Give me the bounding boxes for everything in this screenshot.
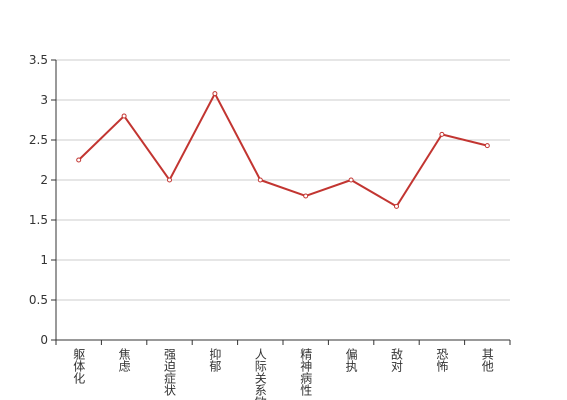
x-tick-label: 偏执 [344, 347, 358, 373]
x-tick-label: 强迫症状 [163, 348, 177, 396]
y-tick-label: 0 [40, 333, 48, 347]
data-point [484, 143, 490, 149]
y-tick-label: 3 [40, 93, 48, 107]
data-point [76, 157, 82, 163]
data-point [167, 177, 172, 183]
y-tick-label: 1.5 [29, 213, 48, 227]
x-tick-label: 敌对 [390, 347, 404, 372]
data-point [394, 203, 399, 209]
y-tick-label: 3.5 [29, 53, 48, 67]
y-tick-label: 1 [40, 253, 48, 267]
x-tick-label: 精神病性 [299, 348, 313, 397]
data-point [121, 113, 127, 119]
x-tick-label: 人际关系敏感 [253, 348, 267, 400]
data-point [348, 177, 354, 183]
data-point [257, 177, 263, 183]
series-line [78, 91, 488, 208]
x-tick-label: 抑郁 [208, 347, 222, 373]
data-point [212, 91, 218, 97]
data-point [303, 193, 309, 199]
x-tick-label: 恐怖 [435, 348, 449, 372]
data-point [439, 131, 445, 137]
y-tick-label: 2.5 [29, 133, 48, 147]
x-tick-label: 躯体化 [72, 347, 86, 385]
y-tick-label: 0.5 [29, 293, 48, 307]
x-tick-label: 焦虑 [117, 348, 131, 372]
y-tick-label: 2 [40, 173, 48, 187]
x-tick-label: 其他 [480, 348, 494, 372]
